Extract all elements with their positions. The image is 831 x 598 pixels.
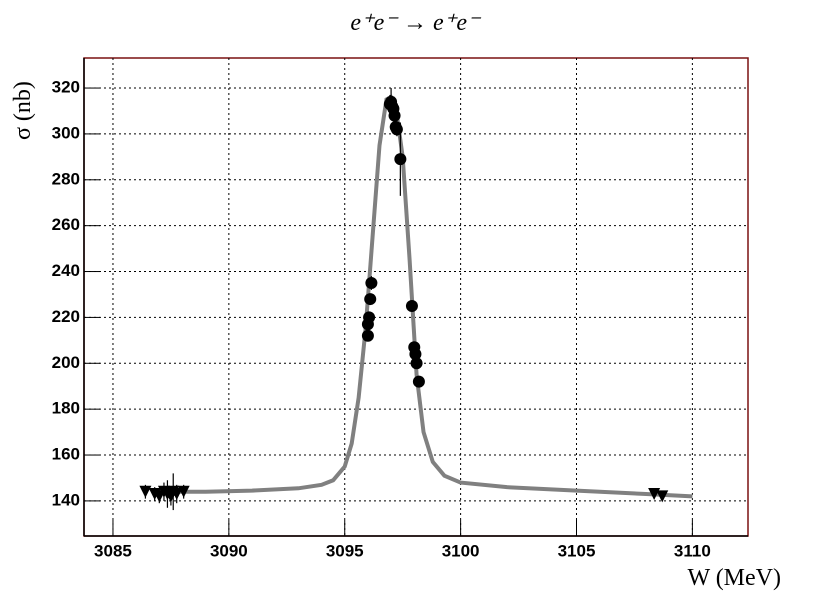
data-point (361, 329, 374, 342)
y-tick-label: 160 (52, 445, 80, 464)
x-tick-label: 3085 (94, 541, 132, 560)
x-tick-label: 3100 (442, 541, 480, 560)
y-tick-label: 200 (52, 353, 80, 372)
data-point (365, 277, 378, 290)
y-tick-label: 300 (52, 123, 80, 142)
y-tick-label: 240 (52, 261, 80, 280)
plot-frame (83, 57, 749, 537)
x-tick-label: 3095 (326, 541, 364, 560)
data-point (364, 293, 377, 306)
data-point (410, 357, 423, 370)
data-point (409, 348, 422, 361)
y-tick-label: 260 (52, 215, 80, 234)
data-point (388, 109, 401, 122)
data-point (412, 375, 425, 388)
x-tick-label: 3105 (558, 541, 596, 560)
data-point (139, 485, 152, 498)
y-tick-label: 180 (52, 399, 80, 418)
y-tick-label: 220 (52, 307, 80, 326)
y-tick-label: 280 (52, 169, 80, 188)
fit-curve (159, 94, 693, 499)
data-point (405, 299, 418, 312)
x-axis-label: W (MeV) (687, 565, 781, 591)
data-point (363, 311, 376, 324)
data-point (394, 153, 407, 166)
x-tick-label: 3090 (210, 541, 248, 560)
chart-title: e⁺e⁻ → e⁺e⁻ (350, 10, 482, 36)
data-point (390, 123, 403, 136)
x-tick-label: 3110 (674, 541, 711, 560)
data-point (656, 490, 669, 503)
y-tick-label: 140 (52, 490, 80, 509)
data-point (170, 488, 183, 501)
y-tick-label: 320 (52, 78, 80, 97)
y-axis-label: σ (nb) (10, 81, 36, 140)
data-point (177, 485, 190, 498)
